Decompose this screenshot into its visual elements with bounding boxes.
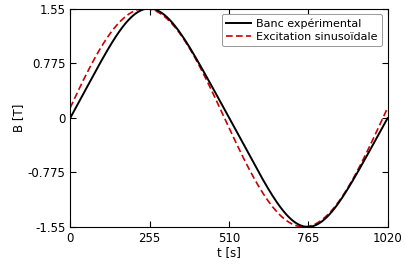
Banc expérimental bbox=[84, 87, 89, 90]
Excitation sinusoïdale bbox=[84, 73, 89, 76]
Banc expérimental bbox=[305, 225, 309, 228]
Banc expérimental bbox=[384, 117, 389, 120]
Banc expérimental bbox=[213, 93, 218, 96]
Banc expérimental bbox=[146, 7, 151, 10]
Excitation sinusoïdale bbox=[317, 219, 322, 222]
Excitation sinusoïdale bbox=[375, 125, 380, 129]
Legend: Banc expérimental, Excitation sinusoïdale: Banc expérimental, Excitation sinusoïdal… bbox=[221, 14, 381, 46]
Banc expérimental bbox=[222, 108, 226, 111]
Excitation sinusoïdale bbox=[68, 106, 72, 110]
Line: Banc expérimental: Banc expérimental bbox=[70, 9, 387, 227]
Line: Excitation sinusoïdale: Excitation sinusoïdale bbox=[70, 9, 387, 227]
Banc expérimental bbox=[68, 117, 72, 120]
Excitation sinusoïdale bbox=[142, 7, 147, 10]
Y-axis label: B [T]: B [T] bbox=[12, 103, 25, 132]
Banc expérimental bbox=[375, 133, 380, 136]
Excitation sinusoïdale bbox=[213, 99, 218, 102]
X-axis label: t [s]: t [s] bbox=[216, 246, 240, 259]
Banc expérimental bbox=[375, 133, 380, 136]
Excitation sinusoïdale bbox=[222, 117, 226, 120]
Banc expérimental bbox=[317, 221, 322, 224]
Excitation sinusoïdale bbox=[384, 106, 389, 110]
Excitation sinusoïdale bbox=[375, 126, 380, 129]
Excitation sinusoïdale bbox=[301, 225, 305, 228]
